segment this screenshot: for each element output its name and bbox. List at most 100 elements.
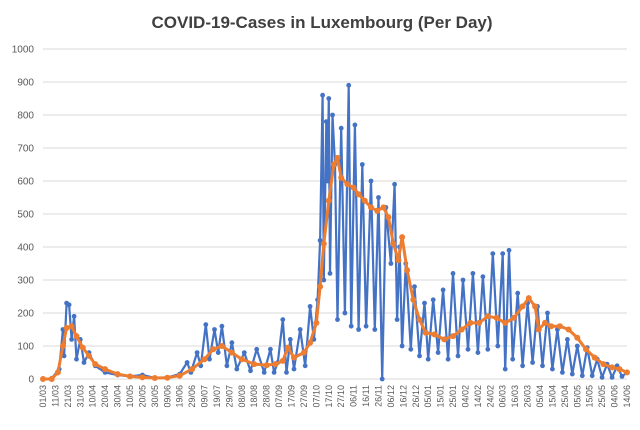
x-tick-label: 27/10 [336,385,346,408]
data-point [515,290,521,296]
data-point [495,343,501,349]
data-point [385,214,392,221]
series-2 [40,154,630,382]
data-point [532,303,539,310]
data-point [510,356,516,362]
data-point [550,366,555,372]
x-tick-label: 04/06 [610,385,620,408]
y-tick-label: 800 [17,111,34,122]
series-1 [40,82,630,382]
data-point [271,370,277,375]
data-point [164,374,171,381]
y-tick-label: 400 [17,243,34,254]
data-point [321,277,327,283]
data-point [493,314,500,321]
x-tick-label: 06/03 [498,385,508,408]
data-point [510,314,517,321]
data-point [408,346,414,352]
x-tick-label: 10/05 [125,385,135,408]
x-tick-label: 17/10 [324,385,334,408]
data-point [476,319,483,326]
data-point [127,373,133,380]
data-point [535,326,542,333]
x-tick-label: 10/04 [88,385,98,408]
x-tick-label: 06/11 [349,385,359,407]
data-point [251,361,258,368]
data-point [219,323,225,329]
data-point [344,181,351,188]
data-point [422,329,429,336]
data-point [460,277,466,283]
data-point [102,366,109,373]
data-point [390,240,397,247]
data-point [300,349,307,356]
data-point [307,304,313,309]
x-tick-label: 15/04 [547,385,557,408]
data-point [542,319,548,326]
data-point [215,350,221,355]
data-point [376,195,381,200]
x-tick-label: 20/04 [100,385,110,408]
series-line [42,84,628,381]
x-tick-label: 30/05 [150,385,160,408]
data-point [519,303,526,310]
data-point [380,204,387,211]
data-point [445,356,451,362]
data-point [416,316,423,323]
data-point [63,324,70,331]
data-point [520,363,525,369]
data-point [297,327,303,332]
x-tick-label: 09/06 [162,385,172,408]
data-point [254,346,260,352]
data-point [74,356,79,362]
data-point [450,271,456,276]
x-tick-label: 25/05 [597,385,607,408]
data-point [616,366,623,373]
data-point [71,313,77,319]
y-tick-label: 900 [17,78,34,89]
data-point [335,317,340,322]
data-point [599,375,605,380]
data-point [350,184,357,191]
x-tick-label: 26/12 [411,385,421,408]
data-point [502,319,509,326]
data-point [248,368,253,374]
x-tick-label: 26/11 [374,385,384,407]
data-point [212,327,217,332]
data-point [272,361,279,368]
data-point [589,373,595,379]
chart-title: COVID-19-Cases in Luxembourg (Per Day) [151,13,492,32]
x-tick-label: 14/02 [473,385,483,408]
x-tick-label: 11/03 [50,385,60,407]
data-point [609,375,615,380]
data-point [338,125,344,131]
data-point [441,336,448,343]
data-point [368,204,374,211]
data-point [287,337,293,342]
data-point [600,361,607,368]
x-tick-label: 07/09 [274,385,284,408]
y-tick-label: 1000 [12,45,35,56]
data-point [583,346,589,353]
data-point [234,366,240,372]
data-point [467,319,474,326]
data-point [79,344,86,351]
y-tick-label: 0 [28,375,34,386]
data-point [114,371,121,378]
data-point [569,371,575,377]
data-point [73,333,80,340]
data-point [313,319,320,326]
data-point [425,356,431,362]
data-point [284,370,289,375]
x-tick-label: 26/03 [523,385,533,408]
data-point [323,119,329,124]
data-point [229,340,235,346]
data-point [450,333,456,340]
data-point [490,251,496,256]
data-point [334,154,341,161]
data-point [218,343,225,349]
data-point [480,274,486,280]
x-tick-label: 14/06 [622,385,632,408]
data-point [395,257,402,264]
